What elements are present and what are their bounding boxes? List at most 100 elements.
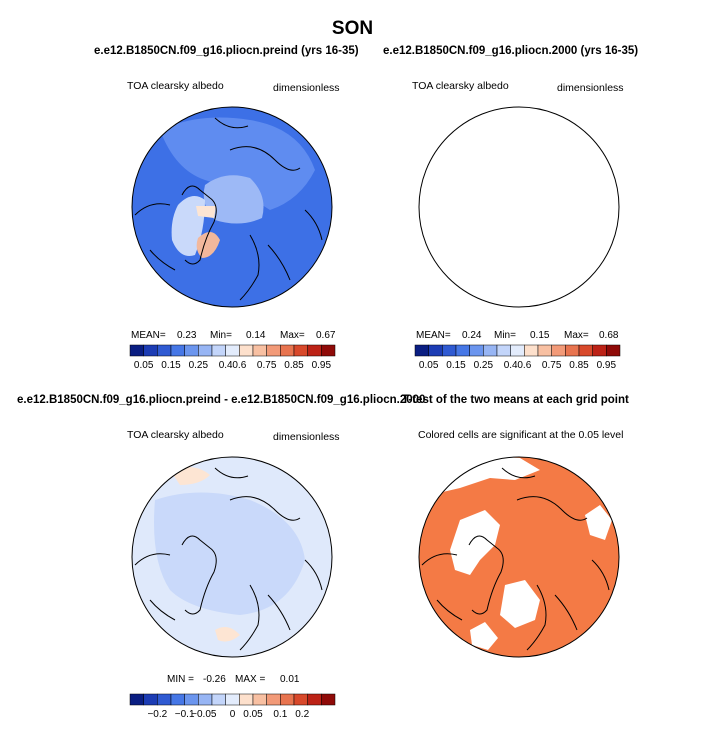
cbar2-swatch (414, 344, 429, 357)
cbar3-swatch (129, 693, 144, 706)
cbar2-swatch (537, 344, 552, 357)
panel3-units: dimensionless (273, 431, 340, 443)
cbar3-swatch (143, 693, 158, 706)
panel1-arctic-region (160, 117, 315, 210)
cbar1-swatch (157, 344, 172, 357)
cbar1-swatch (184, 344, 199, 357)
cbar3-swatch (184, 693, 199, 706)
panel2-central-ice (491, 175, 551, 223)
cbar1-tick-label: 0.95 (312, 360, 332, 371)
cbar2-tick-label: 0.25 (474, 360, 494, 371)
panel1-map-border (131, 106, 333, 308)
panel3-min-value: -0.26 (203, 674, 226, 685)
cbar2-swatch (565, 344, 580, 357)
panel1-colorbar: 0.05 0.15 0.25 0.4 0.6 0.75 0.85 0.95 (129, 344, 336, 371)
cbar2-swatch (606, 344, 621, 357)
panel3-max-value: 0.01 (280, 674, 300, 685)
cbar2-swatch (592, 344, 607, 357)
cbar1-tick-label: 0.85 (284, 360, 304, 371)
cbar1-swatch (321, 344, 336, 357)
panel2-greenland (484, 232, 507, 258)
panel3-min-label: MIN = (167, 674, 194, 685)
panel1-central-ice (203, 175, 264, 224)
cbar3-swatch (252, 693, 267, 706)
cbar3-swatch (170, 693, 185, 706)
cbar3-swatch (293, 693, 308, 706)
cbar1-swatch (198, 344, 213, 357)
cbar1-swatch (280, 344, 295, 357)
panel4-coastline (421, 467, 610, 651)
cbar3-swatch (198, 693, 213, 706)
panel3-title: e.e12.B1850CN.f09_g16.pliocn.preind - e.… (17, 394, 426, 406)
panel1-units: dimensionless (273, 82, 340, 94)
cbar3-tick-label: −0.2 (147, 709, 167, 720)
panel1-mean-value: 0.23 (177, 330, 197, 341)
cbar3-swatch (225, 693, 240, 706)
cbar3-swatch (157, 693, 172, 706)
cbar3-swatch (266, 693, 281, 706)
cbar1-tick-label: 0.15 (161, 360, 181, 371)
cbar2-swatch (578, 344, 593, 357)
panel1-coastline (134, 117, 323, 301)
cbar3-tick-label: 0.1 (273, 709, 287, 720)
panel2-max-value: 0.68 (599, 330, 619, 341)
panel2-title: e.e12.B1850CN.f09_g16.pliocn.2000 (yrs 1… (383, 45, 639, 57)
panel1-mean-label: MEAN= (131, 330, 166, 341)
panel2-field-label: TOA clearsky albedo (412, 80, 509, 92)
cbar2-swatch (483, 344, 498, 357)
panel3-map (132, 457, 332, 657)
panel2-map (419, 107, 619, 307)
cbar2-tick-label: 0.4 (504, 360, 518, 371)
cbar3-swatch (280, 693, 295, 706)
cbar1-swatch (252, 344, 267, 357)
panel3-map-border (131, 456, 333, 658)
panel4-nonsig-east (585, 505, 612, 540)
cbar2-swatch (496, 344, 511, 357)
panel3-colorbar: −0.2 −0.1−0.05 0 0.05 0.1 0.2 (129, 693, 336, 720)
panel4-nonsig-southwest (470, 622, 498, 650)
cbar2-swatch (455, 344, 470, 357)
panel2-ocean (419, 107, 619, 307)
cbar1-swatch (129, 344, 144, 357)
cbar1-swatch (307, 344, 322, 357)
cbar1-swatch (143, 344, 158, 357)
panel1-title: e.e12.B1850CN.f09_g16.pliocn.preind (yrs… (94, 45, 359, 57)
panel2-arctic-region (447, 118, 602, 210)
panel2-coastline (422, 118, 609, 300)
cbar2-swatch (551, 344, 566, 357)
panel1-ice-patch (196, 206, 216, 218)
panel4-nonsig-south (500, 580, 540, 628)
cbar1-swatch (170, 344, 185, 357)
panel4-map-border (418, 456, 620, 658)
panel2-colorbar: 0.05 0.15 0.25 0.4 0.6 0.75 0.85 0.95 (414, 344, 621, 371)
panel1-max-value: 0.67 (316, 330, 336, 341)
panel4-note: Colored cells are significant at the 0.0… (418, 429, 624, 441)
cbar2-tick-label: 0.6 (517, 360, 531, 371)
panel1-max-label: Max= (280, 330, 305, 341)
panel4-title: T-test of the two means at each grid poi… (402, 394, 629, 406)
cbar3-tick-label: 0 (230, 709, 236, 720)
panel3-coastline (134, 467, 323, 651)
cbar1-tick-label: 0.4 (219, 360, 233, 371)
panel2-min-value: 0.15 (530, 330, 550, 341)
panel3-max-label: MAX = (235, 674, 266, 685)
panel2-map-border (418, 106, 620, 308)
cbar3-tick-label: −0.1 (175, 709, 195, 720)
cbar1-swatch (239, 344, 254, 357)
cbar3-tick-label: 0.05 (243, 709, 263, 720)
panel3-positive-patch-2 (215, 626, 240, 642)
cbar2-swatch (442, 344, 457, 357)
cbar2-swatch (510, 344, 525, 357)
cbar3-tick-label: 0.2 (295, 709, 309, 720)
cbar1-swatch (266, 344, 281, 357)
cbar1-swatch (225, 344, 240, 357)
panel2-min-label: Min= (494, 330, 516, 341)
panel2-mean-label: MEAN= (416, 330, 451, 341)
panel4-map (419, 457, 619, 657)
cbar2-swatch (469, 344, 484, 357)
panel2-canada-bright (459, 196, 492, 256)
cbar1-tick-label: 0.25 (189, 360, 209, 371)
panel3-field-label: TOA clearsky albedo (127, 429, 224, 441)
panel1-field-label: TOA clearsky albedo (127, 80, 224, 92)
